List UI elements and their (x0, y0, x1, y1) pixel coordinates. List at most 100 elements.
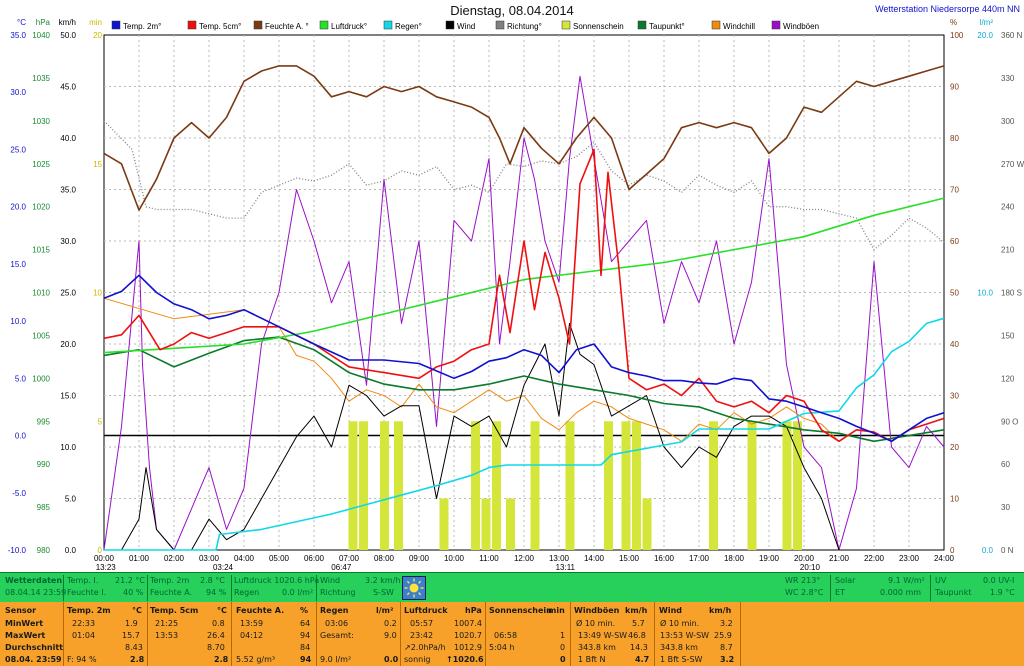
uv-label: UV (935, 576, 947, 585)
y-tick-label-speed: 30.0 (60, 237, 76, 246)
divider (570, 602, 571, 666)
chart-series (103, 65, 945, 551)
legend-label-feuchte: Feuchte A. ° (265, 22, 309, 31)
x-tick-label: 00:00 (94, 554, 115, 563)
sunshine-bar (782, 421, 792, 550)
divider (485, 602, 486, 666)
temp2m-avg-value: 8.43 (125, 643, 143, 652)
humidity-max-time: 04:12 (240, 631, 264, 640)
axis-unit-percent: % (950, 18, 957, 27)
wind-value: 3.2 km/h (365, 576, 401, 585)
dewpoint-value: 1.9 °C (990, 588, 1015, 597)
y-tick-label-direction: 30 (1001, 503, 1010, 512)
direction-label: Richtung (320, 588, 356, 597)
rain-current-value: 0.0 (384, 655, 399, 664)
sunshine-bar (747, 421, 757, 550)
sunshine-bar (565, 421, 575, 550)
max-row-label: MaxWert (5, 631, 46, 640)
y-tick-label-speed: 25.0 (60, 289, 76, 298)
avg-row-label: Durchschnitt (5, 643, 64, 652)
y-tick-label-pressure: 995 (37, 417, 51, 426)
series-line-richtung (103, 120, 945, 251)
legend-label-richtung: Richtung° (507, 22, 542, 31)
temp-2m-label: Temp. 2m (150, 576, 190, 585)
x-tick-label: 17:00 (689, 554, 710, 563)
x-tick-label: 06:00 (304, 554, 325, 563)
axis-unit-temp: °C (17, 18, 26, 27)
gusts-avg-value: 14.3 (630, 643, 648, 652)
sunshine-bar (492, 421, 501, 550)
wind-avg-value: 8.7 (720, 643, 733, 652)
rain-current-label: 9.0 l/m² (320, 655, 352, 664)
legend-swatch-temp5cm (187, 20, 197, 30)
y-tick-label-percent: 80 (950, 134, 959, 143)
sunshine-bar (506, 498, 515, 550)
x-tick-label: 04:00 (234, 554, 255, 563)
legend-swatch-regen (383, 20, 393, 30)
dewpoint-label: Taupunkt (935, 588, 972, 597)
divider (316, 602, 317, 666)
y-tick-label-temp: 0.0 (15, 432, 27, 441)
pressure-min-value: 1007.4 (454, 619, 482, 628)
temp5cm-current-value: 2.8 (214, 655, 229, 664)
y-tick-label-minutes: 20 (93, 31, 102, 40)
humidity-current-value: 94 (300, 655, 312, 664)
y-tick-label-direction: 180 S (1001, 289, 1022, 298)
series-line-wind (104, 322, 944, 551)
humidity-indoor-value: 40 % (123, 588, 144, 597)
divider (63, 602, 64, 666)
y-tick-label-rain: 0.0 (982, 546, 994, 555)
pressure-max-time: 23:42 (410, 631, 434, 640)
y-tick-label-speed: 20.0 (60, 340, 76, 349)
temp2m-header: Temp. 2m (67, 606, 111, 615)
legend-label-taupunkt: Taupunkt° (649, 22, 685, 31)
y-tick-label-direction: 300 (1001, 117, 1015, 126)
sunshine-bar (642, 498, 652, 550)
y-tick-label-pressure: 1035 (32, 74, 50, 83)
temp2m-max-time: 01:04 (72, 631, 96, 640)
y-tick-label-rain: 20.0 (977, 31, 993, 40)
x-tick-label: 03:00 (199, 554, 220, 563)
humidity-avg-value: 84 (300, 643, 311, 652)
rain-unit: l/m² (376, 606, 394, 615)
gusts-avg10-value: 5.7 (632, 619, 645, 628)
x-tick-label: 15:00 (619, 554, 640, 563)
y-tick-label-direction: 330 (1001, 74, 1015, 83)
humidity-header: Feuchte A. (236, 606, 285, 615)
y-tick-label-temp: 20.0 (10, 203, 26, 212)
gusts-max-value: 46.8 (628, 631, 646, 640)
temp2m-current-value: 2.8 (130, 655, 145, 664)
x-tick-label: 11:00 (479, 554, 499, 563)
legend-label-regen: Regen° (395, 22, 422, 31)
temp5cm-min-time: 21:25 (155, 619, 179, 628)
legend-swatch-temp2m (111, 20, 121, 30)
axis-unit-pressure: hPa (36, 18, 51, 27)
daily-statistics-panel: Sensor MinWert MaxWert Durchschnitt 08.0… (0, 602, 1024, 666)
sunshine-bar (380, 421, 389, 550)
y-tick-label-minutes: 0 (98, 546, 103, 555)
x-tick-label: 14:00 (584, 554, 605, 563)
y-tick-label-speed: 40.0 (60, 134, 76, 143)
sunshine-bar (481, 498, 491, 550)
station-name: Wetterstation Niedersorpe 440m NN (875, 4, 1020, 14)
y-tick-label-percent: 20 (950, 443, 959, 452)
y-tick-label-speed: 0.0 (65, 546, 77, 555)
axis-unit-minutes: min (89, 18, 102, 27)
y-tick-label-direction: 270 W (1001, 160, 1024, 169)
divider (930, 575, 931, 601)
gusts-current-value: 4.7 (635, 655, 650, 664)
wind-current-value: 3.2 (720, 655, 735, 664)
humidity-unit: % (300, 606, 309, 615)
pressure-avg-value: 1012.9 (454, 643, 482, 652)
axis-unit-rain: l/m² (980, 18, 994, 27)
rain-label: Regen (234, 588, 260, 597)
pressure-header: Luftdruck (404, 606, 448, 615)
wind-label: Wind (320, 576, 341, 585)
pressure-min-time: 05:57 (410, 619, 434, 628)
gusts-max-time: 13:49 W-SW (578, 631, 628, 640)
x-tick-label: 19:00 (759, 554, 780, 563)
humidity-indoor-label: Feuchte I. (67, 588, 107, 597)
wind-distance: 343.8 km (660, 643, 698, 652)
y-tick-label-speed: 50.0 (60, 31, 76, 40)
y-tick-label-temp: 10.0 (10, 317, 26, 326)
